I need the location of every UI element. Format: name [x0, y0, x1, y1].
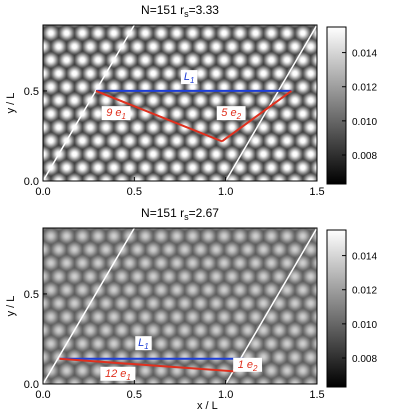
chart-title-text: N=151 r: [141, 206, 184, 220]
y-tick-label: 0.0: [24, 176, 39, 188]
vector-e1-label-bg: [100, 366, 136, 381]
colorbar-tick-label: 0.014: [352, 49, 377, 60]
colorbar-tick-label: 0.012: [352, 83, 377, 94]
x-tick-label: 1.0: [218, 389, 233, 401]
chart-title-text: N=151 r: [141, 3, 184, 17]
colorbar: [326, 229, 347, 388]
vector-e2-line: [221, 90, 293, 143]
colorbar-tick-label: 0.008: [352, 151, 377, 162]
x-tick-label: 1.5: [309, 389, 324, 401]
chart-title-value: =2.67: [189, 206, 220, 220]
vector-L1-label-bg: [135, 336, 152, 351]
colorbar-tick-label: 0.012: [352, 286, 377, 297]
plot-area: [43, 25, 317, 181]
x-tick-label: 0.5: [127, 389, 142, 401]
chart-title-value: =3.33: [189, 3, 220, 17]
vector-e1-label: 9 e1: [106, 107, 126, 121]
vector-e1-label-sub: 1: [121, 112, 125, 121]
chart-title-sub: s: [184, 9, 189, 19]
vector-e2-label-sub: 2: [236, 112, 242, 121]
y-tick-label: 0.5: [24, 86, 39, 98]
vector-L1-label-text: L: [138, 337, 144, 349]
x-tick-label: 0.0: [35, 186, 50, 198]
vector-L1-label-text: L: [184, 71, 190, 83]
y-tick-label: 0.5: [24, 289, 39, 301]
x-tick-label: 1.5: [309, 186, 324, 198]
vector-e2-label-bg: [216, 106, 246, 121]
cell-boundary-line-2: [225, 25, 317, 181]
vector-e1-label-text: 9 e: [106, 107, 121, 119]
vector-e2-label-bg: [233, 357, 262, 372]
vector-e1-line: [59, 357, 235, 373]
vector-L1-label-sub: 1: [144, 342, 148, 351]
colorbar: [326, 26, 347, 185]
chart-title: N=151 rs=2.67: [141, 206, 219, 222]
vector-e1-label: 12 e1: [105, 368, 131, 382]
axes-frame: [42, 227, 318, 385]
vector-L1-label: L1: [138, 337, 149, 351]
vector-e2-label-text: 1 e: [238, 359, 253, 371]
vector-e2-label-text: 5 e: [221, 107, 236, 119]
y-tick-label: 0.0: [24, 379, 39, 391]
axes-frame: [42, 24, 318, 182]
chart-title-sub: s: [184, 212, 189, 222]
colorbar-tick-label: 0.010: [352, 320, 377, 331]
colorbar-tick-label: 0.008: [352, 354, 377, 365]
vector-e2-label-sub: 2: [252, 364, 258, 373]
vector-e2-label: 5 e2: [221, 107, 241, 121]
colorbar-tick-label: 0.014: [352, 252, 377, 263]
vector-e1-label-text: 12 e: [105, 368, 126, 380]
vector-e1-label-bg: [101, 106, 131, 121]
x-tick-label: 0.5: [127, 186, 142, 198]
cell-boundary-line-1: [43, 228, 135, 384]
vector-e1-line: [95, 90, 223, 143]
cell-boundary-line-1: [43, 25, 135, 181]
colorbar-tick-label: 0.010: [352, 117, 377, 128]
vector-e2-label: 1 e2: [238, 359, 258, 373]
vector-L1-label-bg: [180, 70, 198, 85]
vector-L1-label: L1: [184, 71, 195, 85]
x-tick-label: 1.0: [218, 186, 233, 198]
x-tick-label: 0.0: [35, 389, 50, 401]
y-axis-label: y / L: [5, 296, 17, 317]
panel-1: L19 e1 5 e20.0 0.5 1.0 1.50.00.5y / LN=151 r…: [5, 3, 377, 198]
x-axis-label: x / L: [197, 400, 218, 412]
vector-L1-label-sub: 1: [190, 76, 194, 85]
y-axis-label: y / L: [5, 93, 17, 114]
vector-e1-label-sub: 1: [126, 373, 130, 382]
chart-title: N=151 rs=3.33: [141, 3, 219, 19]
